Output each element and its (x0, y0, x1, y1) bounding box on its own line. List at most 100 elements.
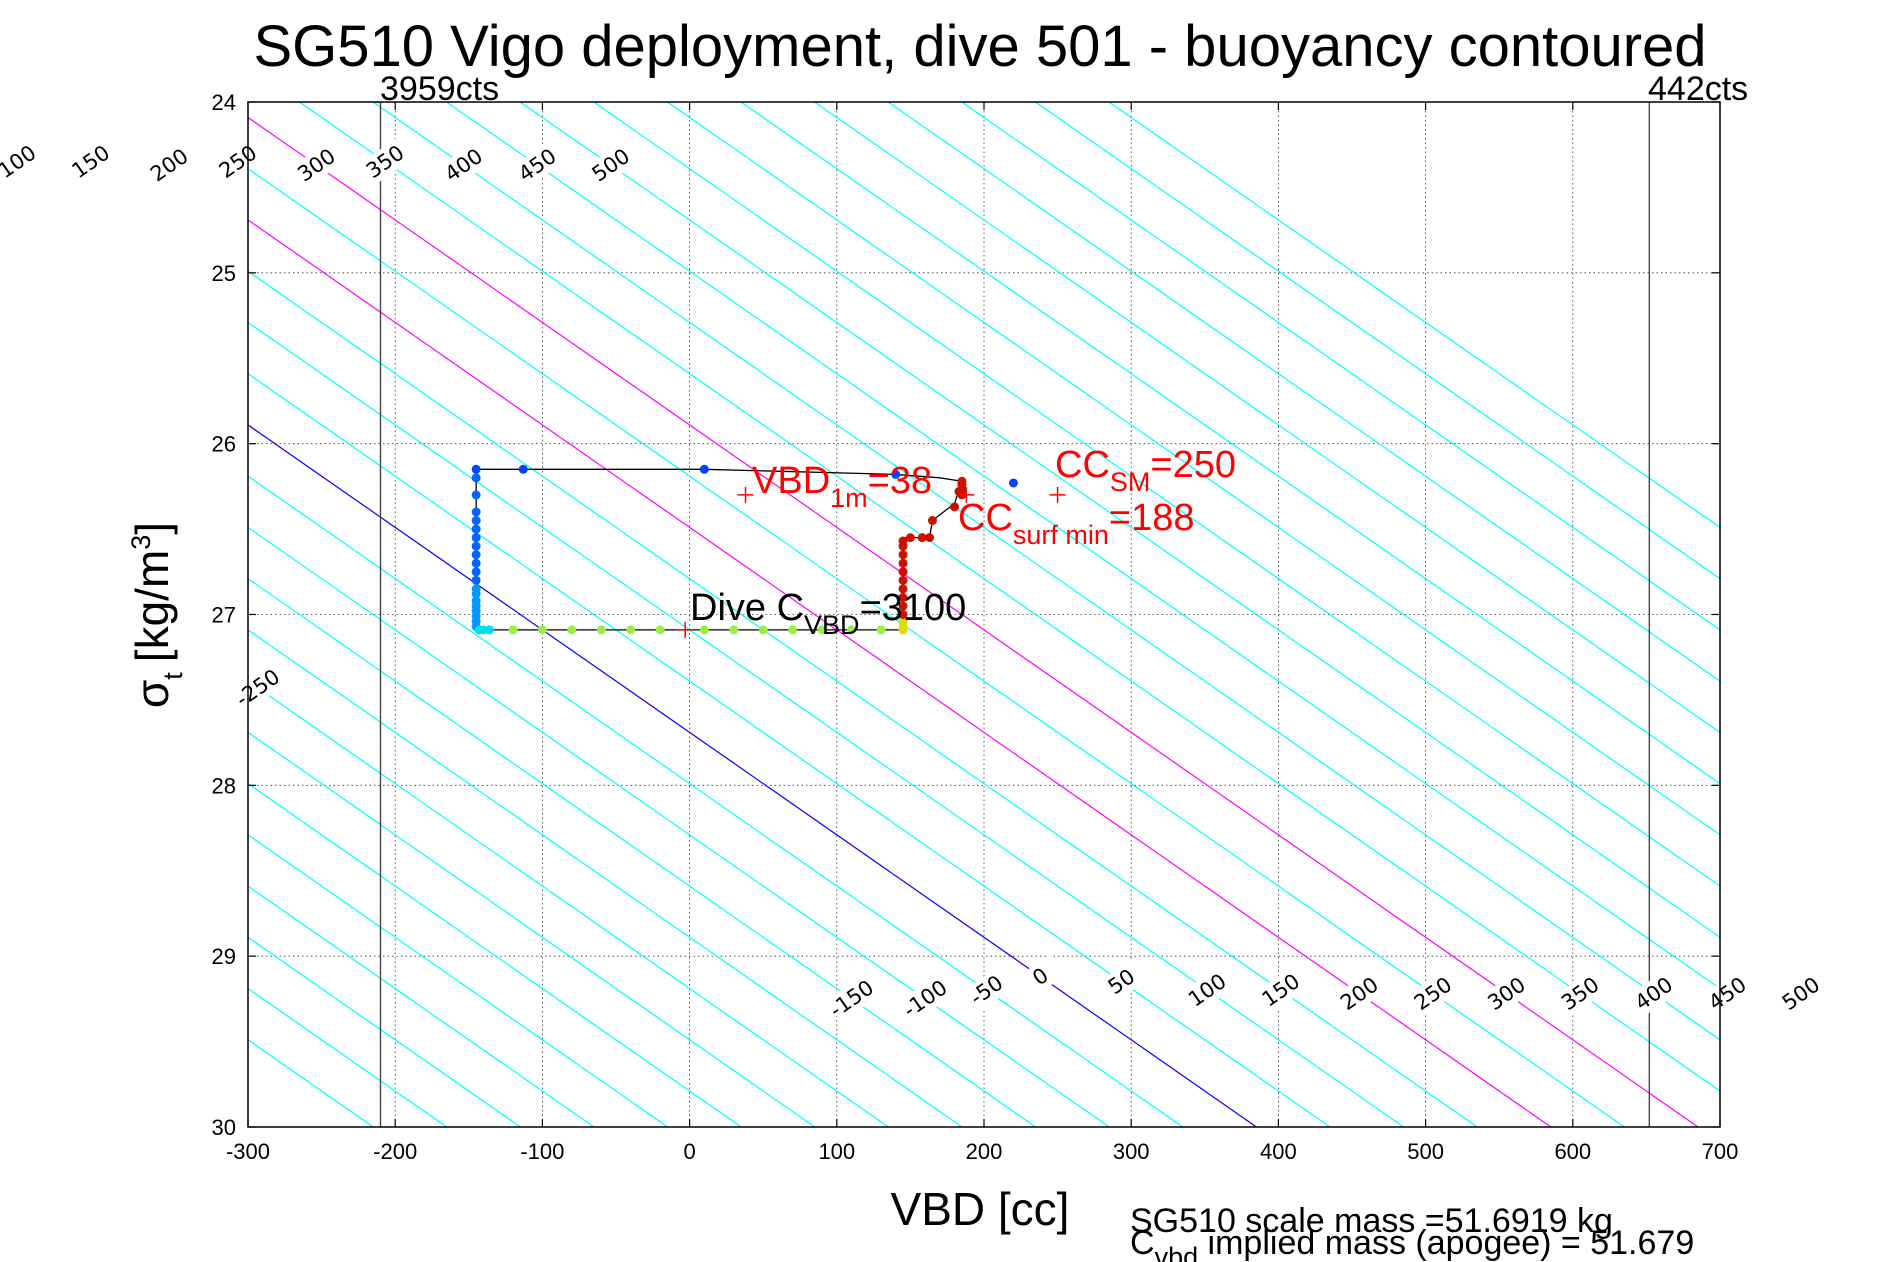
contour-line--250 (248, 680, 889, 1127)
data-point (471, 490, 481, 500)
data-point (788, 625, 798, 635)
contour-line-300 (248, 116, 1699, 1127)
data-point (471, 541, 481, 551)
contour-line--450 (248, 885, 595, 1127)
contour-line-350 (299, 102, 1720, 1092)
contour-label-bg (1775, 970, 1827, 1017)
contour-line--500 (248, 936, 521, 1127)
x-tick-label: 100 (818, 1139, 855, 1164)
data-point (905, 533, 915, 543)
x-axis-label: VBD [cc] (891, 1183, 1070, 1235)
data-point (898, 536, 908, 546)
contour-line--350 (248, 782, 742, 1127)
contour-line-700 (814, 102, 1720, 734)
contour-label-bg (961, 967, 1013, 1014)
contour-line-550 (593, 102, 1720, 887)
dive-points (471, 464, 1018, 635)
contour-label-bg (1628, 970, 1680, 1017)
data-point (471, 575, 481, 585)
annot-dive-cvbd: Dive CVBD=3100 (690, 587, 966, 640)
contour-line-650 (740, 102, 1720, 785)
data-point (898, 584, 908, 594)
contour-line-200 (248, 219, 1552, 1127)
x-tick-label: -200 (373, 1139, 417, 1164)
data-point (898, 601, 908, 611)
y-tick-label: 28 (212, 773, 236, 798)
data-point (596, 625, 606, 635)
data-point (537, 625, 547, 635)
vbd-limit-lines (379, 102, 1651, 1127)
x-tick-label: -300 (226, 1139, 270, 1164)
contour-line-800 (961, 102, 1720, 631)
data-point (927, 516, 937, 526)
data-point (957, 476, 967, 486)
data-point (898, 550, 908, 560)
y-tick-label: 29 (212, 944, 236, 969)
data-point (471, 507, 481, 517)
data-point (758, 625, 768, 635)
contour-label-bg (899, 975, 951, 1023)
contour-label-bg (1333, 970, 1385, 1017)
contour-label-bg (511, 141, 563, 189)
chart-title: SG510 Vigo deployment, dive 501 - buoyan… (253, 14, 1706, 79)
contour-label-bg (1407, 970, 1459, 1017)
trajectory-line (475, 468, 963, 631)
data-point (471, 550, 481, 560)
contour-label-bg (1701, 970, 1753, 1017)
data-point (917, 533, 927, 543)
footer-implied-mass: Cvbd implied mass (apogee) = 51.679 (1130, 1224, 1694, 1262)
contour-line--200 (248, 629, 963, 1127)
x-tick-label: 300 (1113, 1139, 1150, 1164)
contour-label-bg (585, 141, 637, 189)
data-point (954, 487, 964, 496)
contour-label-bg (212, 138, 264, 186)
data-point (817, 625, 827, 635)
data-point (847, 625, 857, 635)
x-tick-label: 500 (1407, 1139, 1444, 1164)
contour-line-250 (248, 167, 1625, 1127)
contour-line-100 (248, 321, 1405, 1127)
x-tick-label: 200 (966, 1139, 1003, 1164)
y-tick-label: 27 (212, 603, 236, 628)
x-tick-label: 400 (1260, 1139, 1297, 1164)
data-point (518, 464, 528, 474)
x-tick-label: 0 (683, 1139, 695, 1164)
data-point (729, 625, 739, 635)
y-tick-label: 25 (212, 261, 236, 286)
x-axis-ticks: -300 -200 -100 0 100 200 300 400 500 600 700 (226, 102, 1738, 1164)
contour-line-450 (446, 102, 1720, 990)
contour-label-bg (232, 664, 284, 712)
data-point (484, 625, 494, 635)
data-point (876, 625, 886, 635)
y-tick-label: 26 (212, 432, 236, 457)
contour-line-400 (372, 102, 1720, 1041)
contour-line-600 (667, 102, 1720, 836)
contour-label-bg (1096, 958, 1147, 1006)
limit-label-right: 442cts (1648, 70, 1748, 108)
contour-label-bg (359, 138, 411, 186)
contour-line--400 (248, 834, 669, 1127)
data-point (898, 567, 908, 577)
data-point (925, 533, 935, 543)
data-point (471, 464, 481, 474)
data-point (471, 589, 481, 599)
y-tick-label: 24 (212, 90, 236, 115)
contour-label-bg (1554, 970, 1606, 1017)
limit-label-left: 3959cts (380, 70, 499, 108)
data-point (898, 610, 908, 619)
contour-line--150 (248, 577, 1037, 1127)
svg-text:σt[kg/m3]: σt[kg/m3] (126, 522, 188, 708)
contour-label-bg (1015, 953, 1067, 1000)
data-point (567, 625, 577, 635)
contour-line-850 (1035, 102, 1720, 580)
data-point (891, 469, 901, 479)
data-point (950, 502, 960, 512)
y-axis-ticks: 24 25 26 27 28 29 30 (212, 90, 1720, 1140)
data-point (471, 524, 481, 534)
data-point (471, 473, 481, 483)
data-point (1008, 478, 1018, 488)
y-axis-label: σt[kg/m3] (126, 522, 188, 708)
data-point (655, 625, 665, 635)
contour-label-bg (1481, 970, 1533, 1017)
contour-label-bg (438, 141, 490, 189)
